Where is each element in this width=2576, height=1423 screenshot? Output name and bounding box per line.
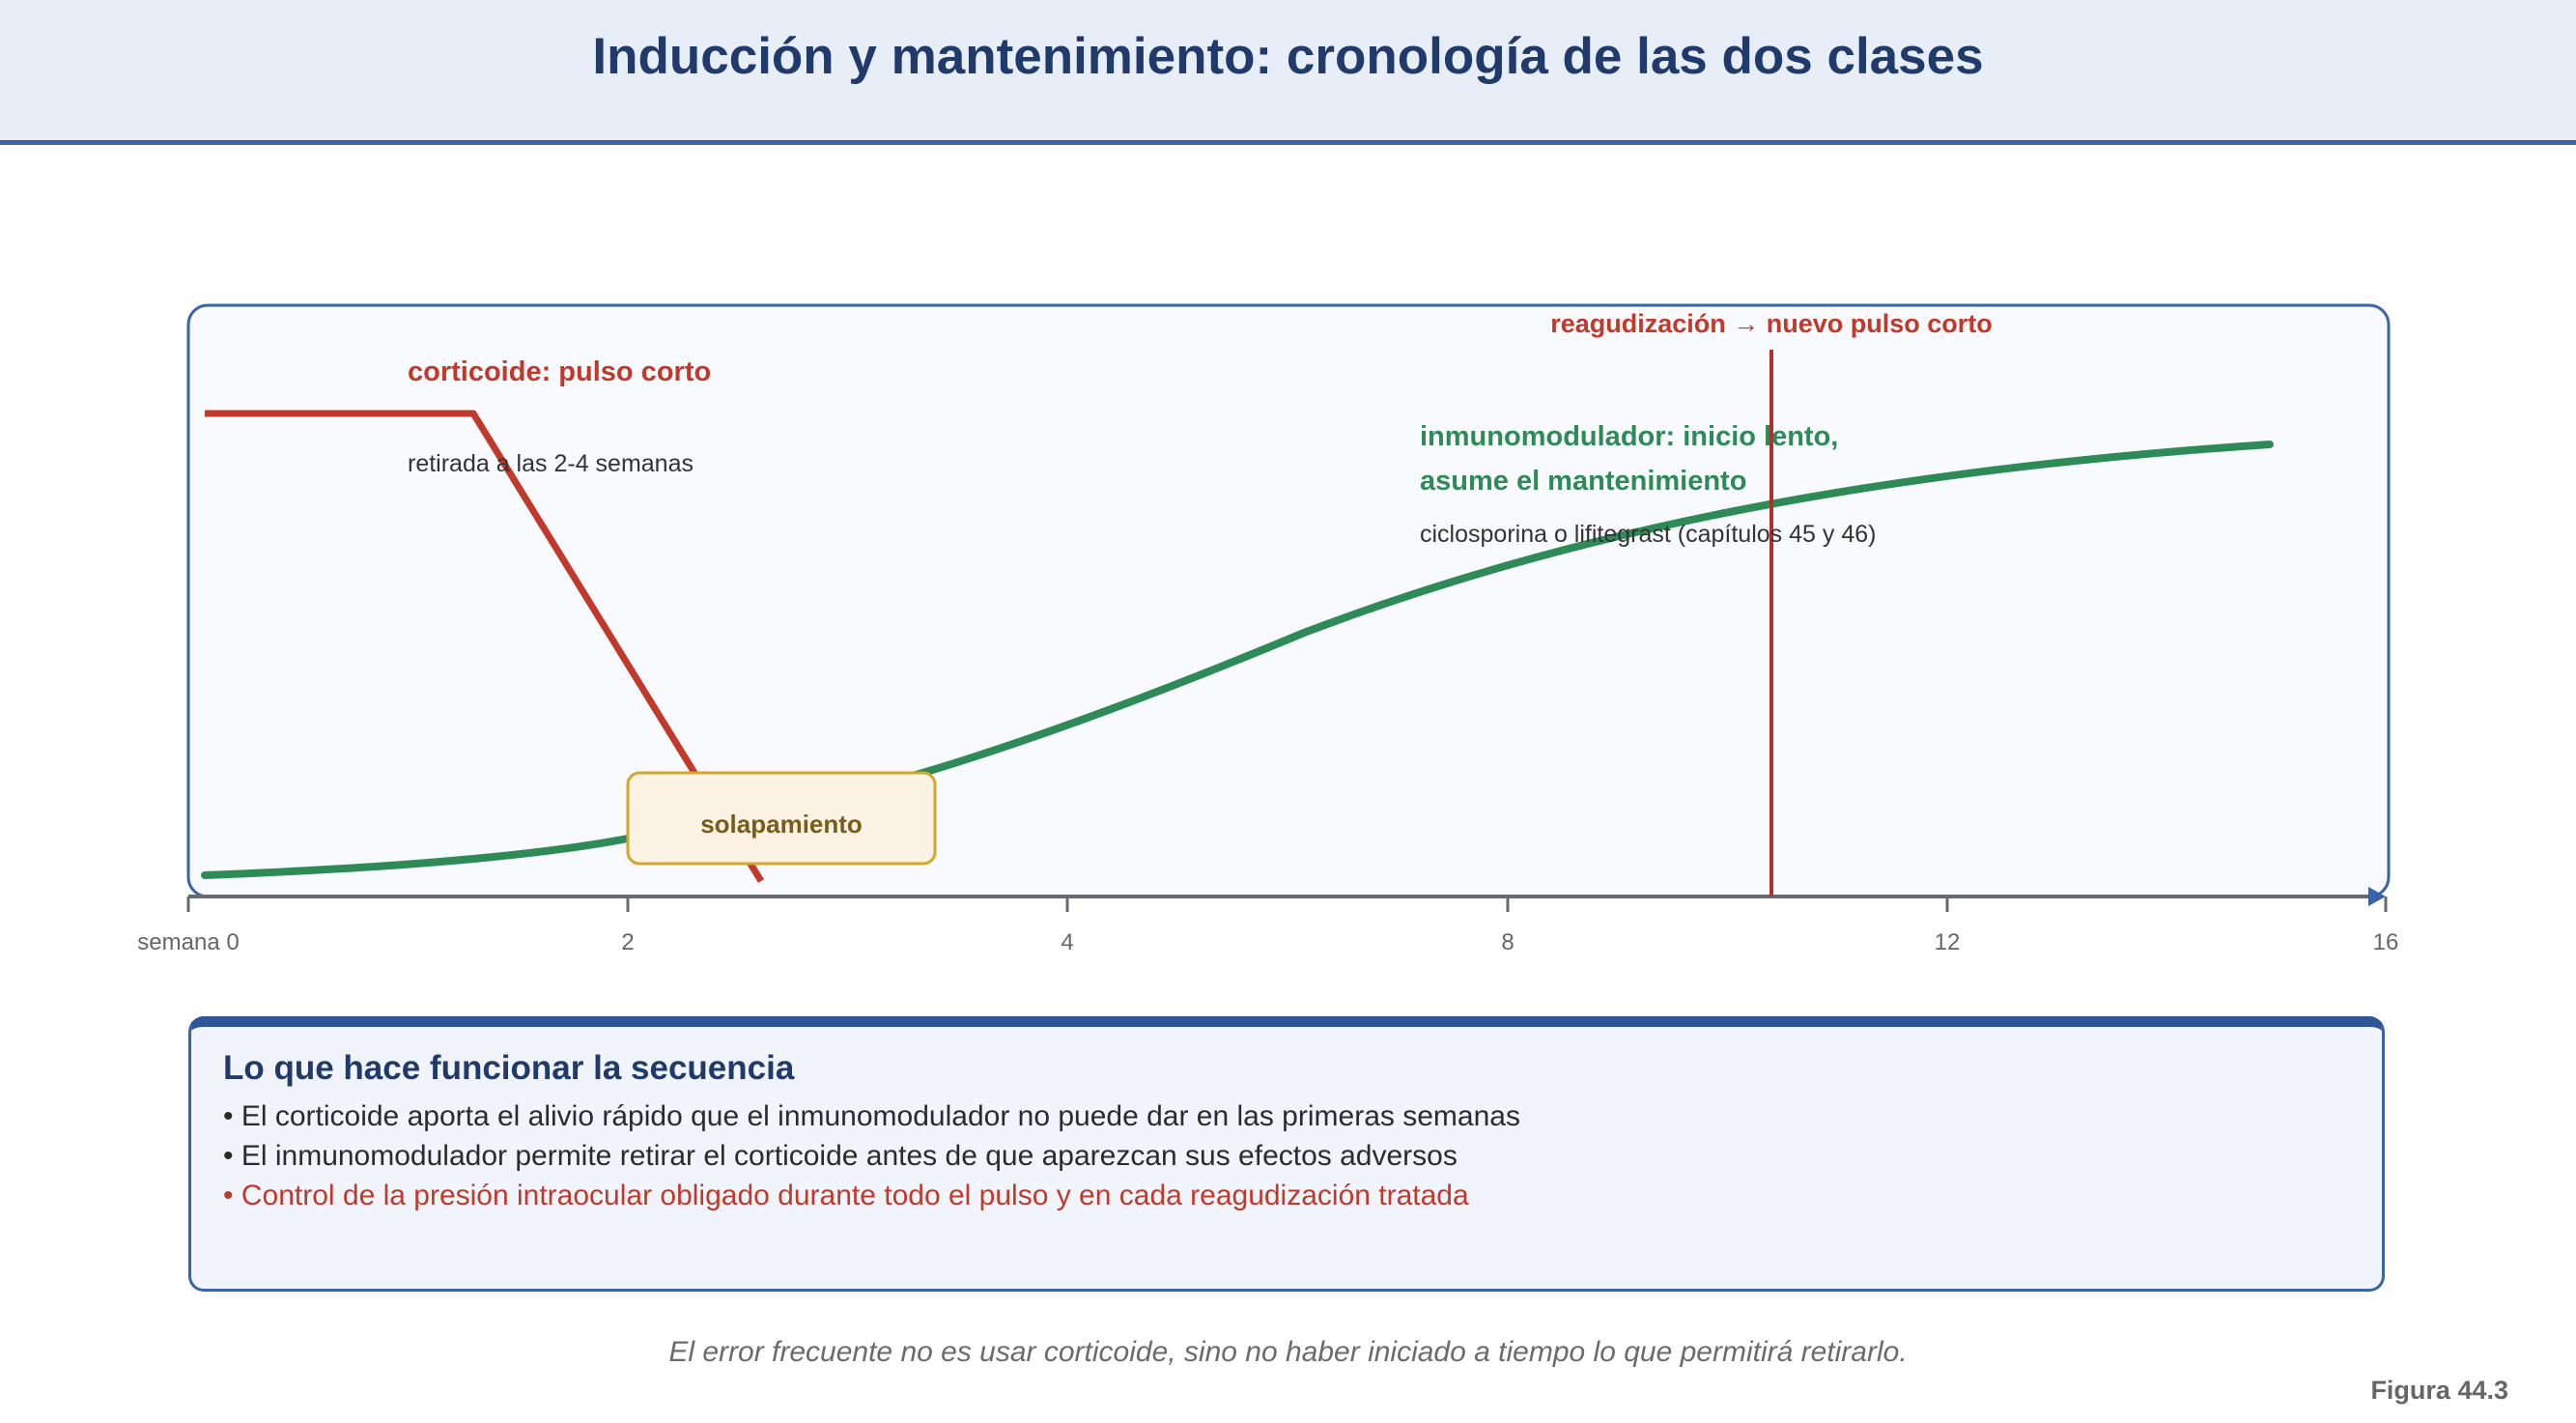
summary-list: • El corticoide aporta el alivio rápido … xyxy=(223,1096,2350,1215)
overlap-box xyxy=(626,771,937,866)
overlap-label: solapamiento xyxy=(700,810,863,839)
tick-label-week-4: 4 xyxy=(1061,929,1073,955)
summary-title: Lo que hace funcionar la secuencia xyxy=(223,1049,795,1087)
flare-label: reagudización → nuevo pulso corto xyxy=(1550,309,1993,338)
tick-label-week-16: 16 xyxy=(2373,929,2399,955)
immunomodulator-label-line1: inmunomodulador: inicio lento, xyxy=(1420,421,1838,452)
figure-caption: El error frecuente no es usar corticoide… xyxy=(668,1336,1908,1368)
corticoid-curve xyxy=(205,410,764,883)
tick-label-week-8: 8 xyxy=(1501,929,1514,955)
axis-ticks xyxy=(186,896,2388,912)
tick-label-week-12: 12 xyxy=(1935,929,1961,955)
summary-bullet: • El inmunomodulador permite retirar el … xyxy=(223,1140,1458,1172)
immunomodulator-label-line2: asume el mantenimiento xyxy=(1420,466,1746,497)
summary-bullet: • El corticoide aporta el alivio rápido … xyxy=(223,1100,1520,1132)
summary-box: Lo que hace funcionar la secuencia • El … xyxy=(188,1016,2385,1292)
header-bar: Inducción y mantenimiento: cronología de… xyxy=(0,0,2576,145)
axis-arrow-icon xyxy=(2368,887,2386,906)
timeline-panel xyxy=(186,303,2391,898)
corticoid-note: retirada a las 2-4 semanas xyxy=(408,450,694,477)
immunomodulator-note: ciclosporina o lifitegrast (capítulos 45… xyxy=(1420,521,1876,548)
timeline-diagram: semana 0 2 4 8 12 16 solapamiento cortic… xyxy=(137,303,2399,955)
corticoid-label: corticoide: pulso corto xyxy=(408,356,711,387)
immunomodulator-curve xyxy=(201,441,2274,879)
tick-label-week-0: semana 0 xyxy=(137,929,239,955)
tick-label-week-2: 2 xyxy=(621,929,634,955)
summary-warning: • Control de la presión intraocular obli… xyxy=(223,1180,1469,1211)
page-title: Inducción y mantenimiento: cronología de… xyxy=(592,28,1984,85)
figure-number: Figura 44.3 xyxy=(2370,1376,2508,1405)
